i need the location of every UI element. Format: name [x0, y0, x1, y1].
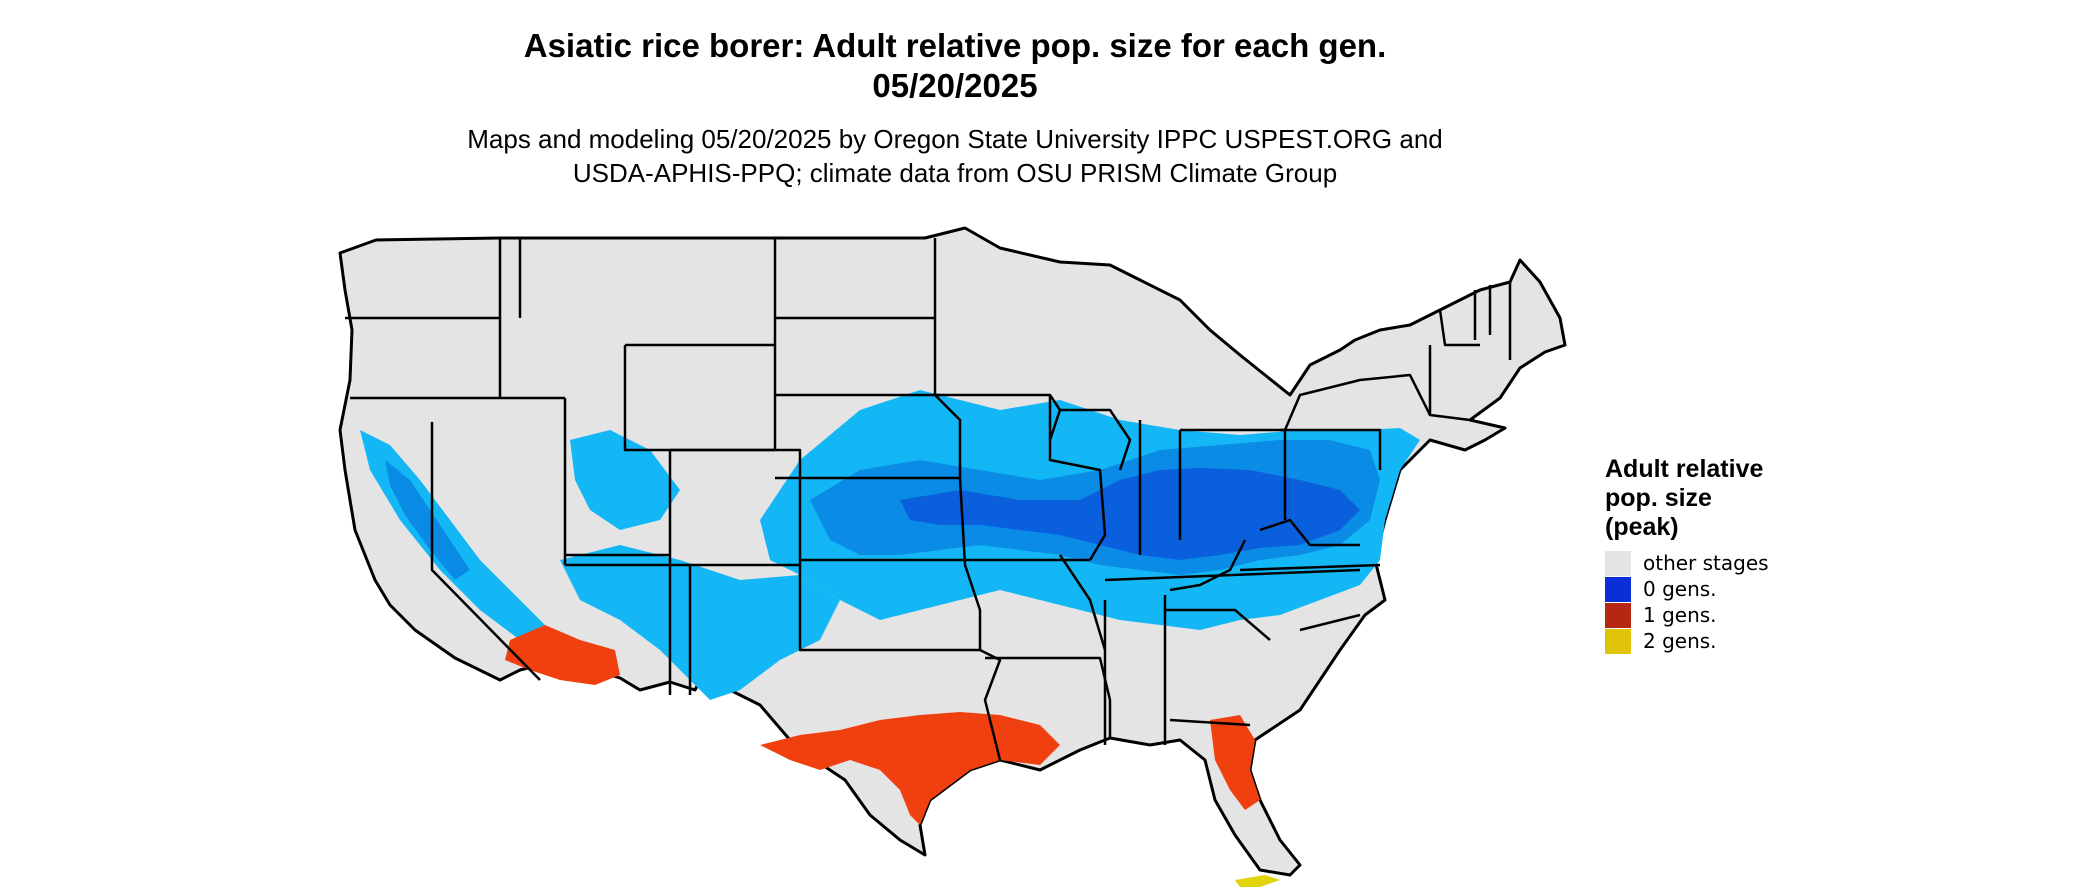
zone-blue-light-rockies [570, 430, 680, 530]
zone-orange-florida [1210, 715, 1260, 810]
legend-title: Adult relative pop. size (peak) [1605, 455, 1764, 541]
legend-swatch-2-gens [1605, 628, 1631, 654]
map-date: 05/20/2025 [872, 67, 1038, 104]
legend-label-other-stages: other stages [1643, 551, 1769, 575]
legend-label-2-gens: 2 gens. [1643, 629, 1717, 653]
legend-items: other stages 0 gens. 1 gens. 2 gens. [1605, 550, 1785, 654]
zone-yellow-keys [1235, 875, 1280, 887]
legend-swatch-0-gens [1605, 576, 1631, 602]
zone-blue-mid-west [385, 460, 470, 580]
legend-label-1-gens: 1 gens. [1643, 603, 1717, 627]
zone-blue-light-southwest [560, 545, 840, 700]
zone-orange-arizona [505, 625, 620, 685]
legend-item-other-stages: other stages [1605, 550, 1785, 576]
legend-swatch-other-stages [1605, 550, 1631, 576]
zone-orange-gulf [760, 712, 1060, 825]
map-credits-line-1: Maps and modeling 05/20/2025 by Oregon S… [467, 124, 1443, 154]
state-borders [345, 238, 1512, 761]
map-credits-line-2: USDA-APHIS-PPQ; climate data from OSU PR… [572, 158, 1338, 188]
legend-swatch-1-gens [1605, 602, 1631, 628]
legend-item-1-gens: 1 gens. [1605, 602, 1785, 628]
legend-label-0-gens: 0 gens. [1643, 577, 1717, 601]
map-title: Asiatic rice borer: Adult relative pop. … [523, 27, 1387, 64]
legend-item-2-gens: 2 gens. [1605, 628, 1785, 654]
zone-blue-dark-corridor [900, 468, 1360, 560]
legend-item-0-gens: 0 gens. [1605, 576, 1785, 602]
map-legend: Adult relative pop. size (peak) other st… [1605, 455, 1785, 654]
